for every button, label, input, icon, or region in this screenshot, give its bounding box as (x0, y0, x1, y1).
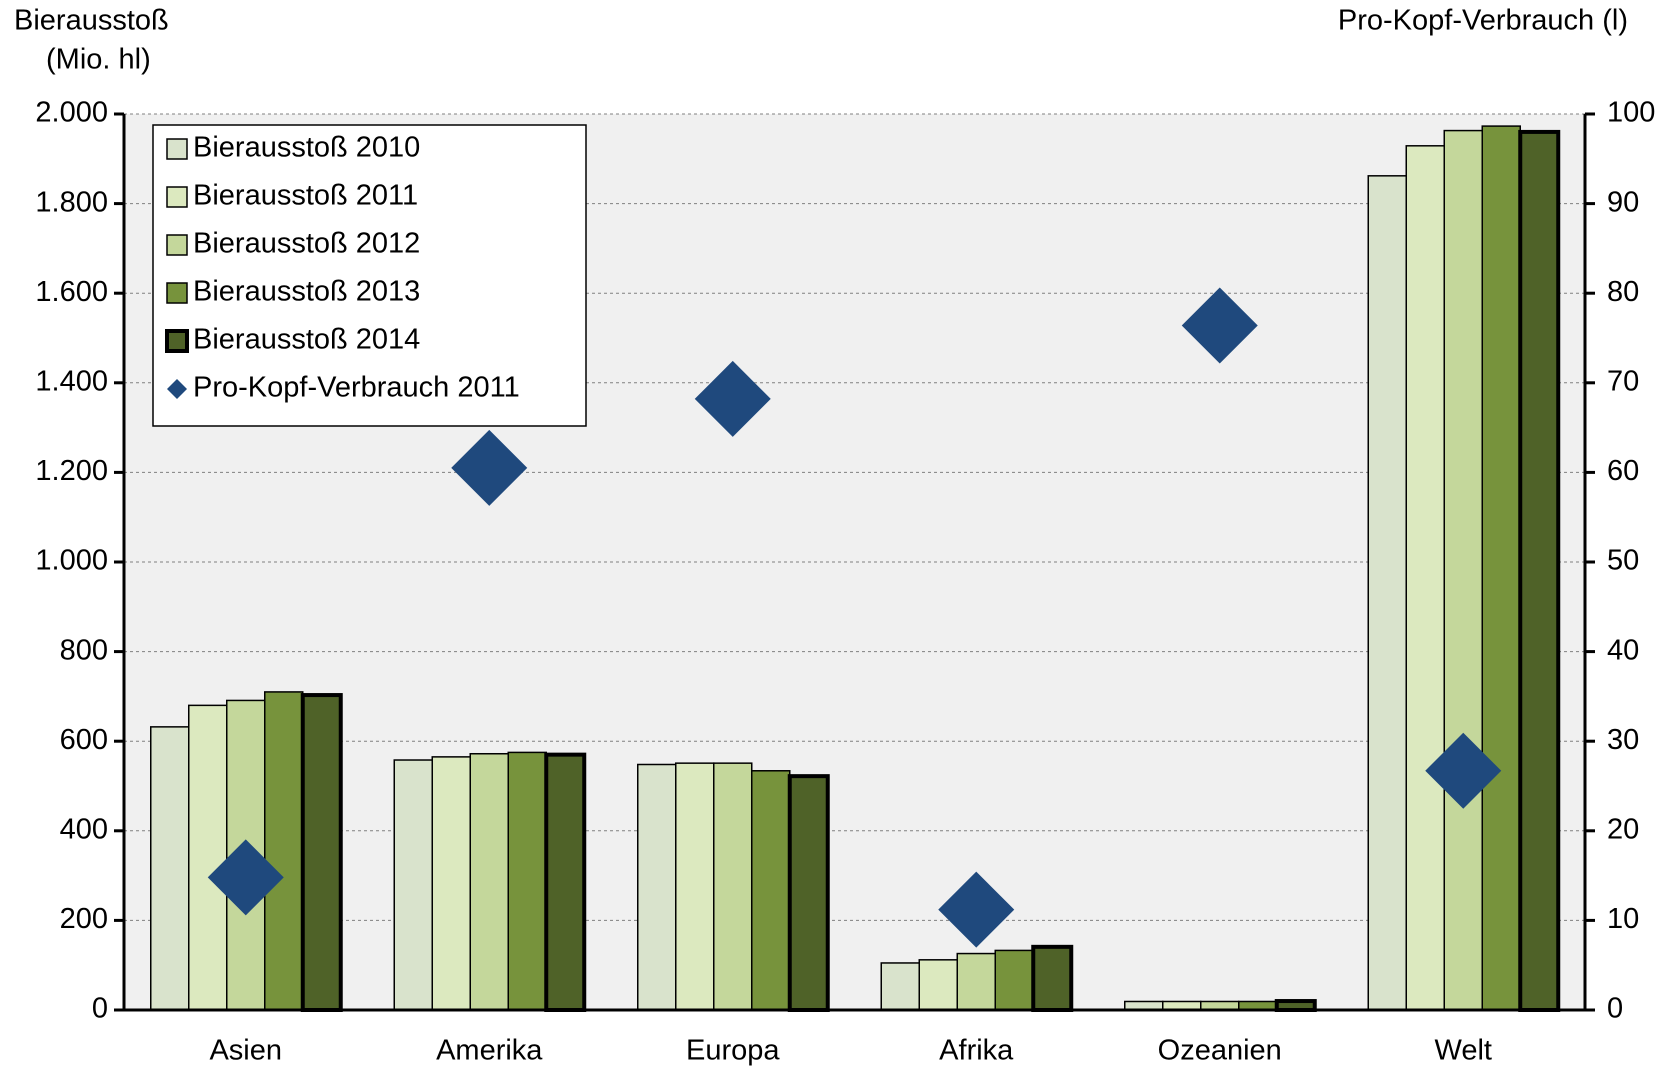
legend-label: Bierausstoß 2010 (193, 132, 420, 164)
bar (1518, 129, 1561, 1013)
bar (150, 726, 190, 1011)
marker (938, 871, 1015, 948)
y2-tick-label: 20 (1607, 813, 1639, 845)
bar (264, 691, 304, 1011)
y-axis-label: (Mio. hl) (46, 44, 151, 76)
y-tick-label: 800 (60, 634, 108, 666)
bar (637, 763, 677, 1011)
bar (956, 952, 996, 1011)
bar (300, 693, 343, 1013)
bar (787, 774, 830, 1012)
bar (469, 752, 509, 1011)
marker (207, 839, 284, 916)
bar (1367, 175, 1407, 1011)
y2-tick-label: 70 (1607, 365, 1639, 397)
y-tick-label: 200 (60, 903, 108, 935)
y-tick-label: 600 (60, 724, 108, 756)
bar (431, 756, 471, 1011)
legend-swatch (167, 379, 187, 399)
y-tick-label: 1.200 (35, 455, 108, 487)
bar (713, 762, 753, 1011)
y2-tick-label: 0 (1607, 993, 1623, 1025)
bar (1031, 944, 1074, 1012)
y-tick-label: 1.600 (35, 276, 108, 308)
legend-swatch (166, 282, 188, 304)
y-tick-label: 2.000 (35, 97, 108, 129)
legend-label: Pro-Kopf-Verbrauch 2011 (193, 372, 520, 404)
bar (918, 959, 958, 1011)
y2-tick-label: 90 (1607, 186, 1639, 218)
bar (1443, 129, 1483, 1011)
bar (880, 962, 920, 1011)
legend-label: Bierausstoß 2012 (193, 228, 420, 260)
y-tick-label: 1.000 (35, 545, 108, 577)
y-tick-label: 1.800 (35, 186, 108, 218)
bar (507, 751, 547, 1011)
y2-tick-label: 40 (1607, 634, 1639, 666)
legend-label: Bierausstoß 2011 (193, 180, 418, 212)
x-tick-label: Welt (1435, 1035, 1492, 1067)
bar (188, 704, 228, 1011)
y-axis-label: Bierausstoß (14, 5, 169, 37)
bar (1481, 125, 1521, 1011)
legend-swatch (166, 138, 188, 160)
x-tick-label: Amerika (436, 1035, 543, 1067)
x-tick-label: Asien (209, 1035, 282, 1067)
y2-tick-label: 100 (1607, 97, 1655, 129)
legend-swatch (165, 329, 189, 353)
legend (152, 124, 587, 427)
bar (544, 752, 587, 1013)
legend-label: Bierausstoß 2013 (193, 276, 420, 308)
bar (393, 759, 433, 1011)
y-tick-label: 400 (60, 813, 108, 845)
marker (694, 360, 771, 437)
bar (994, 949, 1034, 1011)
y2-tick-label: 60 (1607, 455, 1639, 487)
y-tick-label: 1.400 (35, 365, 108, 397)
y2-tick-label: 50 (1607, 545, 1639, 577)
y2-tick-label: 10 (1607, 903, 1639, 935)
y-tick-label: 0 (92, 993, 108, 1025)
x-tick-label: Europa (686, 1035, 780, 1067)
marker (1425, 732, 1502, 809)
x-tick-label: Ozeanien (1158, 1035, 1282, 1067)
y2-tick-label: 30 (1607, 724, 1639, 756)
bar (675, 762, 715, 1011)
x-tick-label: Afrika (939, 1035, 1014, 1067)
legend-label: Bierausstoß 2014 (193, 324, 420, 356)
y2-axis-label: Pro-Kopf-Verbrauch (l) (1338, 5, 1628, 37)
y2-tick-label: 80 (1607, 276, 1639, 308)
marker (1181, 287, 1258, 364)
marker (451, 429, 528, 506)
bar (751, 770, 791, 1011)
legend-swatch (166, 186, 188, 208)
bar (1405, 145, 1445, 1011)
legend-swatch (166, 234, 188, 256)
